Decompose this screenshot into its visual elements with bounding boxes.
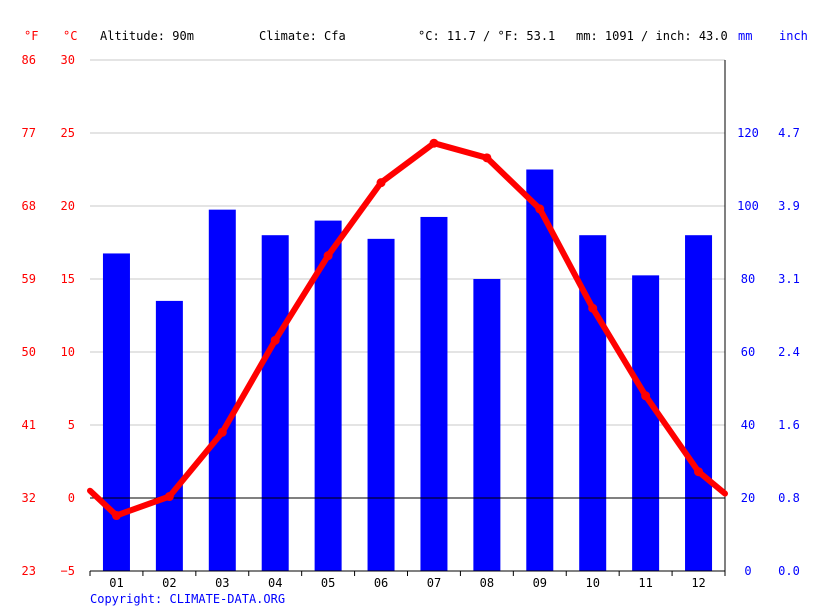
fahrenheit-tick-label: 77 <box>22 126 36 140</box>
temperature-point-07 <box>429 138 439 148</box>
climate-label: Climate: Cfa <box>259 29 346 43</box>
fahrenheit-tick-label: 23 <box>22 564 36 578</box>
inch-tick-label: 0.8 <box>778 491 800 505</box>
inch-tick-label: 4.7 <box>778 126 800 140</box>
celsius-tick-label: 0 <box>68 491 75 505</box>
fahrenheit-tick-label: 86 <box>22 53 36 67</box>
mm-tick-label: 0 <box>744 564 751 578</box>
temperature-point-12 <box>694 467 704 477</box>
temperature-point-06 <box>376 178 386 188</box>
month-tick-label: 11 <box>638 576 652 590</box>
mm-tick-label: 20 <box>741 491 755 505</box>
celsius-tick-label: −5 <box>61 564 75 578</box>
temperature-point-04 <box>270 335 280 345</box>
temperature-point-11 <box>641 391 651 401</box>
precipitation-bar-02 <box>155 300 183 571</box>
temperature-point-02 <box>164 492 174 502</box>
month-tick-label: 12 <box>691 576 705 590</box>
mm-tick-label: 40 <box>741 418 755 432</box>
temperature-point-10 <box>588 303 598 313</box>
temperature-point-05 <box>323 251 333 261</box>
fahrenheit-tick-label: 50 <box>22 345 36 359</box>
temperature-average-label: °C: 11.7 / °F: 53.1 <box>418 29 555 43</box>
month-tick-label: 06 <box>374 576 388 590</box>
fahrenheit-tick-label: 59 <box>22 272 36 286</box>
precipitation-bar-03 <box>208 209 236 571</box>
temperature-point-01 <box>111 511 121 521</box>
temperature-series-line <box>87 140 728 519</box>
precipitation-bars <box>102 169 713 571</box>
mm-tick-label: 120 <box>737 126 759 140</box>
inch-tick-label: 3.9 <box>778 199 800 213</box>
temperature-line <box>87 138 728 521</box>
celsius-tick-label: 15 <box>61 272 75 286</box>
inch-tick-label: 3.1 <box>778 272 800 286</box>
fahrenheit-tick-label: 68 <box>22 199 36 213</box>
precipitation-bar-07 <box>420 216 448 571</box>
celsius-tick-label: 10 <box>61 345 75 359</box>
month-tick-label: 07 <box>427 576 441 590</box>
tick-labels: 01 02 03 04 05 06 07 08 09 10 11 123086257720681559… <box>22 53 800 590</box>
inch-tick-label: 0.0 <box>778 564 800 578</box>
month-tick-label: 04 <box>268 576 282 590</box>
precipitation-bar-11 <box>632 275 660 571</box>
temperature-point-09 <box>535 204 545 214</box>
celsius-tick-label: 30 <box>61 53 75 67</box>
precipitation-bar-06 <box>367 238 395 571</box>
precipitation-bar-05 <box>314 220 342 571</box>
axes <box>89 60 726 576</box>
mm-tick-label: 80 <box>741 272 755 286</box>
month-tick-label: 03 <box>215 576 229 590</box>
precipitation-bar-08 <box>473 279 501 571</box>
mm-tick-label: 60 <box>741 345 755 359</box>
month-tick-label: 05 <box>321 576 335 590</box>
celsius-tick-label: 20 <box>61 199 75 213</box>
fahrenheit-tick-label: 41 <box>22 418 36 432</box>
celsius-tick-label: 5 <box>68 418 75 432</box>
unit-celsius-label: °C <box>63 29 77 43</box>
temperature-point-08 <box>482 153 492 163</box>
copyright-label: Copyright: CLIMATE-DATA.ORG <box>90 592 285 606</box>
unit-mm-label: mm <box>738 29 752 43</box>
mm-tick-label: 100 <box>737 199 759 213</box>
grid-lines <box>90 59 725 426</box>
fahrenheit-tick-label: 32 <box>22 491 36 505</box>
precipitation-bar-01 <box>102 253 130 571</box>
month-tick-label: 01 <box>109 576 123 590</box>
altitude-label: Altitude: 90m <box>100 29 194 43</box>
precipitation-bar-12 <box>685 235 713 571</box>
precipitation-average-label: mm: 1091 / inch: 43.0 <box>576 29 728 43</box>
month-tick-label: 10 <box>585 576 599 590</box>
precipitation-bar-04 <box>261 235 289 571</box>
precipitation-bar-09 <box>526 169 554 571</box>
inch-tick-label: 2.4 <box>778 345 800 359</box>
celsius-tick-label: 25 <box>61 126 75 140</box>
unit-fahrenheit-label: °F <box>24 29 38 43</box>
month-tick-label: 08 <box>480 576 494 590</box>
temperature-point-03 <box>217 427 227 437</box>
month-tick-label: 02 <box>162 576 176 590</box>
unit-inch-label: inch <box>779 29 808 43</box>
inch-tick-label: 1.6 <box>778 418 800 432</box>
month-tick-label: 09 <box>533 576 547 590</box>
